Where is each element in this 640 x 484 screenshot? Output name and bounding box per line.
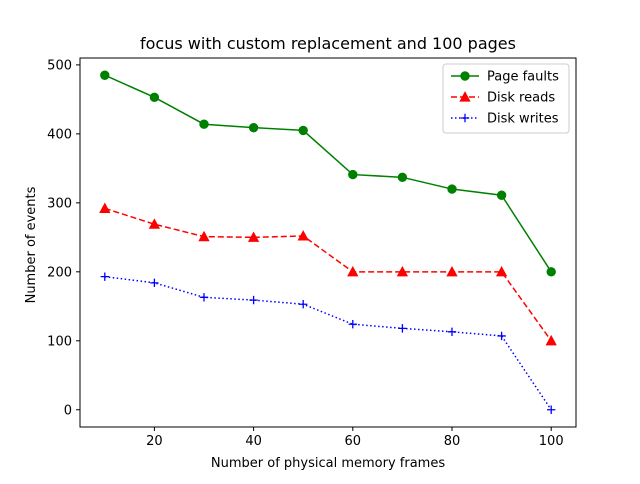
legend-marker	[460, 71, 470, 81]
data-point	[249, 295, 258, 305]
data-point	[398, 324, 407, 333]
data-point	[99, 202, 111, 213]
series-line-disk-reads	[104, 207, 552, 342]
y-tick-label: 0	[64, 403, 72, 418]
data-point	[248, 122, 259, 133]
x-tick-label: 20	[146, 434, 163, 449]
data-point	[496, 190, 507, 200]
legend-marker	[460, 113, 470, 123]
y-axis-label: Number of events	[24, 186, 39, 303]
data-point	[100, 70, 110, 80]
series-line-page-faults	[104, 74, 552, 273]
data-point	[348, 320, 357, 329]
legend-marker	[459, 91, 471, 102]
data-point	[546, 267, 556, 277]
data-point	[396, 265, 409, 277]
data-point	[497, 331, 506, 341]
data-point	[298, 125, 308, 136]
chart-title: focus with custom replacement and 100 pa…	[140, 34, 516, 53]
legend-label: Disk reads	[487, 91, 555, 106]
x-tick-label: 80	[444, 434, 461, 449]
legend: Page faults Disk reads Disk writes	[442, 63, 570, 134]
data-point	[347, 265, 359, 277]
legend-label: Page faults	[487, 70, 559, 85]
x-tick-label: 100	[539, 434, 564, 449]
data-point	[495, 265, 508, 277]
data-point	[199, 293, 209, 302]
y-tick-label: 200	[47, 265, 72, 280]
data-point	[297, 230, 309, 241]
data-point	[547, 405, 556, 414]
y-tick-label: 400	[47, 127, 72, 142]
data-point	[348, 169, 358, 180]
x-tick-label: 40	[245, 434, 262, 449]
plot-area: 20 40 60 80 100 0 100 200 300 400 500	[47, 57, 577, 449]
data-point	[247, 231, 260, 242]
x-tick-label: 60	[345, 434, 362, 449]
data-point	[148, 218, 161, 229]
data-point	[299, 300, 308, 309]
legend-box	[442, 63, 570, 134]
data-point	[149, 92, 160, 103]
data-point	[100, 272, 109, 281]
data-point	[446, 265, 458, 277]
data-point	[545, 334, 557, 346]
y-tick-label: 100	[47, 334, 72, 349]
data-point	[150, 278, 159, 288]
data-point	[447, 327, 457, 337]
y-tick-label: 500	[47, 58, 72, 73]
legend-label: Disk writes	[487, 112, 559, 127]
data-point	[199, 119, 209, 129]
plot-frame	[79, 57, 577, 428]
y-tick-label: 300	[47, 196, 72, 211]
x-axis-label: Number of physical memory frames	[211, 456, 445, 471]
data-point	[447, 184, 457, 194]
data-point	[397, 172, 408, 183]
data-point	[198, 230, 210, 242]
